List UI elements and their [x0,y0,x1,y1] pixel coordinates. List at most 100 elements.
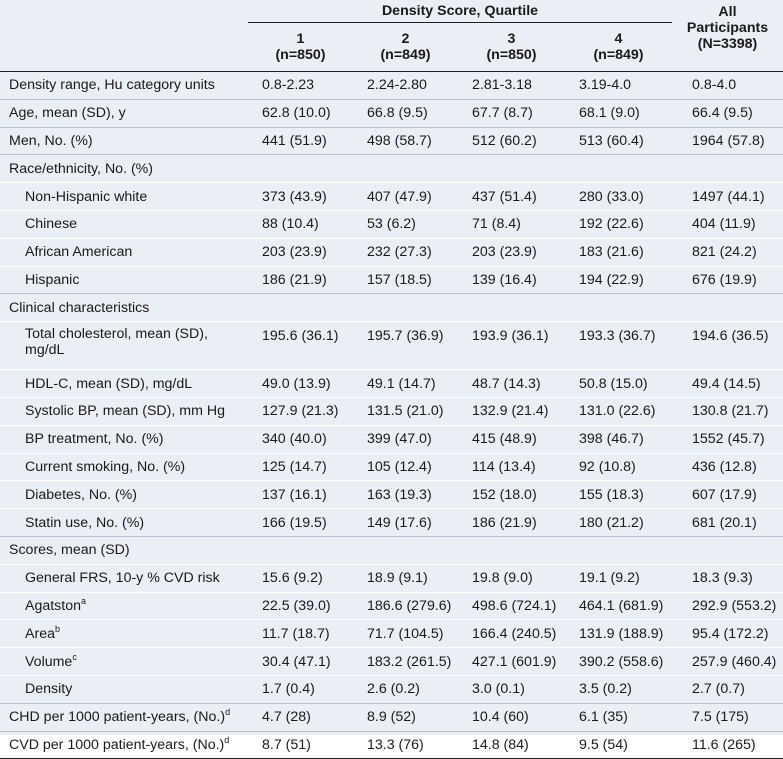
cell-quartile-4: 131.9 (188.9) [565,619,672,648]
cell-quartile-1: 186 (21.9) [248,265,353,294]
cell-quartile-4: 50.8 (15.0) [565,369,672,398]
row-label-text: Volume [25,653,73,670]
row-label: Density range, Hu category units [0,71,248,100]
quartile-n: (n=849) [593,47,644,63]
cell-quartile-4: 464.1 (681.9) [565,591,672,620]
table-row: African American 203 (23.9) 232 (27.3) 203 … [0,237,783,267]
cell-quartile-3: 19.8 (9.0) [458,563,565,593]
cell-all-participants: 49.4 (14.5) [672,369,783,398]
row-label: Agatstona [0,591,248,620]
cell-quartile-4: 92 (10.8) [565,452,672,481]
row-label: Scores, mean (SD) [0,535,783,565]
table-row: Density 1.7 (0.4) 2.6 (0.2) 3.0 (0.1) 3.5 (0… [0,674,783,704]
header-quartile-3: 3 (n=850) [458,23,565,72]
cell-quartile-4: 183 (21.6) [565,237,672,267]
cell-all-participants: 681 (20.1) [672,508,783,537]
cell-quartile-1: 11.7 (18.7) [248,619,353,648]
row-label-text: Diabetes, No. (%) [25,486,137,503]
row-label: Systolic BP, mean (SD), mm Hg [0,396,248,426]
row-label-text: Hispanic [25,271,80,288]
row-label-text: Scores, mean (SD) [9,542,130,559]
header-quartile-2: 2 (n=849) [353,23,458,72]
row-label-text: CHD per 1000 patient-years, (No.) [9,709,226,726]
row-label-text: BP treatment, No. (%) [25,431,164,448]
quartile-number: 1 [296,31,305,47]
cell-quartile-1: 49.0 (13.9) [248,369,353,398]
header-label-column [0,23,248,72]
table-row: Areab 11.7 (18.7) 71.7 (104.5) 166.4 (240.5… [0,619,783,648]
cell-quartile-4: 155 (18.3) [565,480,672,509]
cell-quartile-3: 67.7 (8.7) [458,98,565,128]
cell-all-participants: 821 (24.2) [672,237,783,267]
cell-quartile-3: 3.0 (0.1) [458,674,565,704]
footnote-marker: d [224,734,230,745]
cell-all-participants: 194.6 (36.5) [672,321,783,370]
cell-quartile-2: 2.24-2.80 [353,71,458,100]
row-label: Current smoking, No. (%) [0,452,248,481]
cell-quartile-4: 68.1 (9.0) [565,98,672,128]
cell-quartile-4: 194 (22.9) [565,265,672,294]
cell-quartile-3: 437 (51.4) [458,182,565,211]
cell-quartile-4: 180 (21.2) [565,508,672,537]
cell-quartile-2: 53 (6.2) [353,209,458,239]
quartile-n: (n=850) [486,47,537,63]
cell-quartile-1: 0.8-2.23 [248,71,353,100]
cell-quartile-2: 232 (27.3) [353,237,458,267]
row-label-text: Density range, Hu category units [9,77,215,94]
cell-quartile-2: 13.3 (76) [353,730,458,759]
cell-quartile-3: 427.1 (601.9) [458,647,565,676]
quartile-number: 4 [614,31,623,47]
table-row: HDL-C, mean (SD), mg/dL 49.0 (13.9) 49.1 (… [0,369,783,398]
cell-quartile-2: 66.8 (9.5) [353,98,458,128]
cell-quartile-3: 132.9 (21.4) [458,396,565,426]
header-quartile-4: 4 (n=849) [565,23,672,72]
cell-quartile-2: 131.5 (21.0) [353,396,458,426]
row-label: African American [0,237,248,267]
cell-all-participants: 18.3 (9.3) [672,563,783,593]
row-label-text: Total cholesterol, mean (SD), mg/dL [25,326,208,359]
row-label-text: Age, mean (SD), y [9,105,126,122]
cell-quartile-4: 6.1 (35) [565,702,672,732]
cell-quartile-1: 88 (10.4) [248,209,353,239]
quartile-n: (n=850) [275,47,326,63]
cell-quartile-1: 166 (19.5) [248,508,353,537]
table-row: Chinese 88 (10.4) 53 (6.2) 71 (8.4) 192 (22.… [0,209,783,239]
all-title-line-1: All [718,4,737,20]
row-label: Hispanic [0,265,248,294]
footnote-marker: b [54,623,60,634]
row-label: Men, No. (%) [0,126,248,155]
cell-quartile-1: 15.6 (9.2) [248,563,353,593]
cell-quartile-2: 18.9 (9.1) [353,563,458,593]
quartile-number: 2 [401,31,410,47]
section-header-row: Clinical characteristics [0,293,783,322]
cell-quartile-4: 280 (33.0) [565,182,672,211]
table-row: Statin use, No. (%) 166 (19.5) 149 (17.6) 1… [0,508,783,537]
row-label-text: General FRS, 10-y % CVD risk [25,570,220,587]
section-header-row: Race/ethnicity, No. (%) [0,154,783,183]
row-label: CHD per 1000 patient-years, (No.)d [0,702,248,732]
cell-quartile-2: 49.1 (14.7) [353,369,458,398]
row-label: HDL-C, mean (SD), mg/dL [0,369,248,398]
cell-quartile-4: 3.5 (0.2) [565,674,672,704]
cell-all-participants: 2.7 (0.7) [672,674,783,704]
footnote-marker: a [81,595,87,606]
cell-all-participants: 0.8-4.0 [672,71,783,100]
table-row: Men, No. (%) 441 (51.9) 498 (58.7) 512 (60.… [0,126,783,155]
table-row: Current smoking, No. (%) 125 (14.7) 105 (1… [0,452,783,481]
cell-quartile-3: 498.6 (724.1) [458,591,565,620]
table-row: CVD per 1000 patient-years, (No.)d 8.7 (5… [0,730,783,759]
cell-all-participants: 1964 (57.8) [672,126,783,155]
cell-quartile-1: 30.4 (47.1) [248,647,353,676]
cell-all-participants: 11.6 (265) [672,730,783,759]
cell-quartile-1: 195.6 (36.1) [248,321,353,370]
cell-all-participants: 607 (17.9) [672,480,783,509]
cell-quartile-1: 127.9 (21.3) [248,396,353,426]
cell-quartile-4: 9.5 (54) [565,730,672,759]
row-label-text: Systolic BP, mean (SD), mm Hg [25,403,225,420]
row-label-text: Non-Hispanic white [25,188,148,205]
table-row: Age, mean (SD), y 62.8 (10.0) 66.8 (9.5) 67… [0,98,783,128]
cell-quartile-1: 125 (14.7) [248,452,353,481]
cell-quartile-2: 399 (47.0) [353,424,458,454]
